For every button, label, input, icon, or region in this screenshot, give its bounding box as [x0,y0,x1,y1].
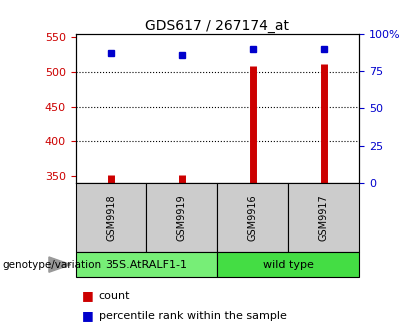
Title: GDS617 / 267174_at: GDS617 / 267174_at [145,18,289,33]
Text: GSM9916: GSM9916 [248,194,258,241]
Text: GSM9918: GSM9918 [106,194,116,241]
Text: percentile rank within the sample: percentile rank within the sample [99,311,286,321]
Text: ■: ■ [82,309,94,322]
Text: GSM9917: GSM9917 [319,194,329,241]
Text: 35S.AtRALF1-1: 35S.AtRALF1-1 [105,260,187,269]
Text: count: count [99,291,130,301]
Text: GSM9919: GSM9919 [177,194,187,241]
Text: ■: ■ [82,289,94,302]
Text: wild type: wild type [263,260,314,269]
Polygon shape [49,257,71,272]
Text: genotype/variation: genotype/variation [2,260,101,269]
